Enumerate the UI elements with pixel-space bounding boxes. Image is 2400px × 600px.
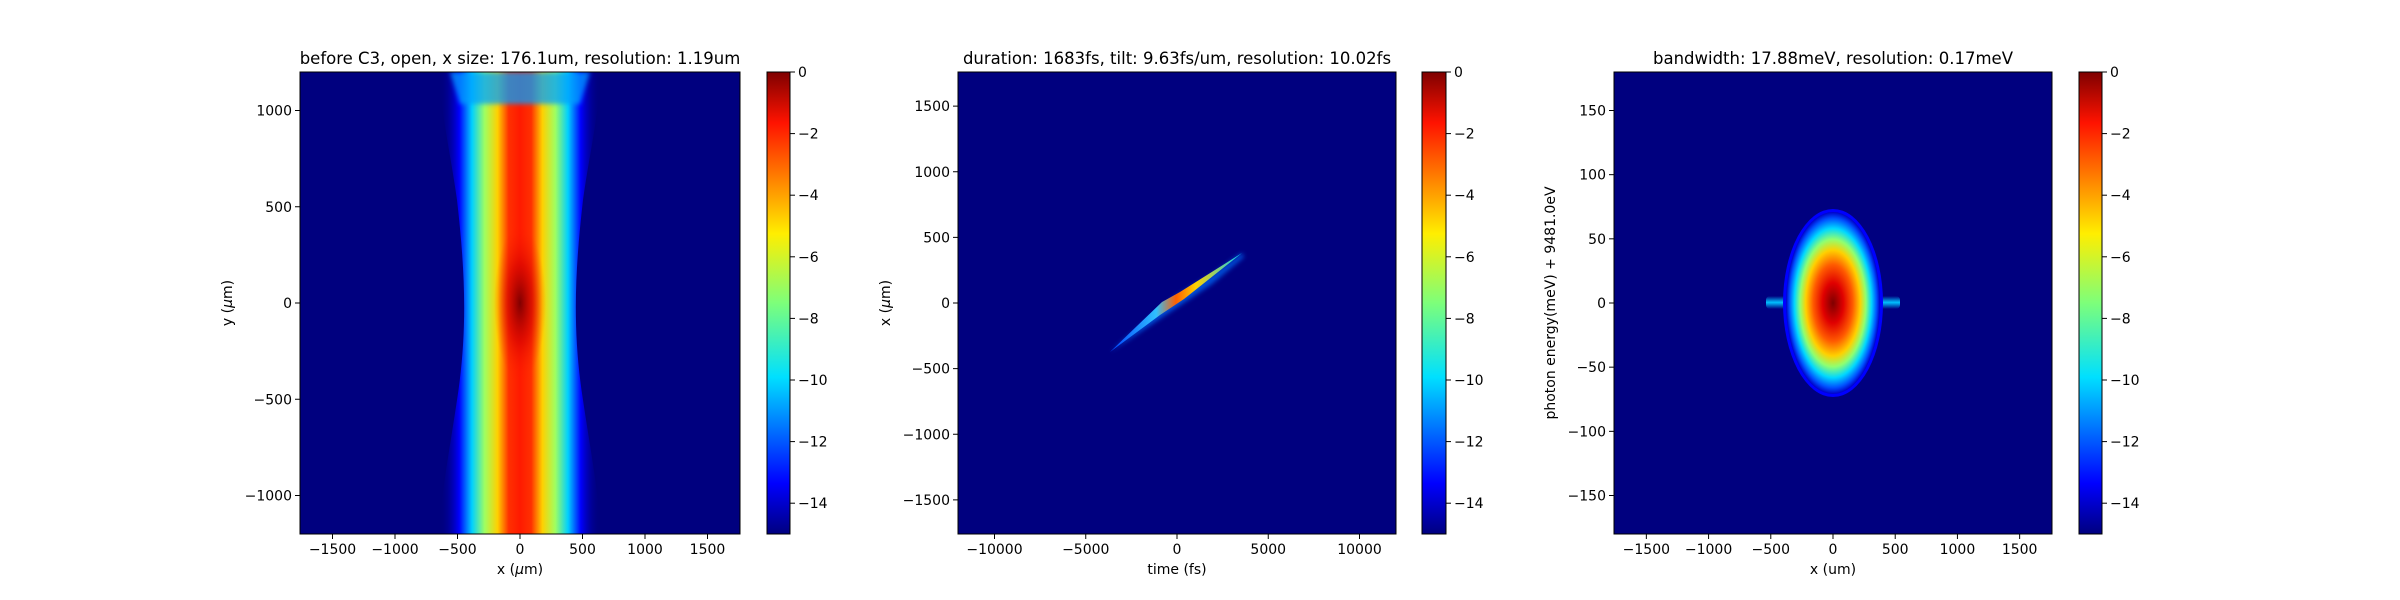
panel1-colorbar-tick-label: −12 [798,435,828,451]
panel1-xtick-label: 1000 [627,542,663,558]
panel3-xtick-label: −1000 [1685,542,1732,558]
panel3-spot [1786,212,1880,394]
panel2-colorbar-tick-label: −8 [1454,311,1475,327]
panel-pulse-tilt: duration: 1683fs, tilt: 9.63fs/um, resol… [878,49,1484,578]
panel1-heatmap [440,72,600,534]
panel3-colorbar-tick-label: −4 [2110,188,2131,204]
panel1-colorbar-tick-label: −8 [798,311,819,327]
panel3-x-ticks: −1500 −1000 −500 0 500 1000 1500 [1623,534,2038,558]
panel2-colorbar-tick-label: −2 [1454,127,1475,143]
panel1-xtick-label: 1500 [690,542,726,558]
panel2-ytick-label: 1500 [914,99,950,115]
panel1-ytick-label: 1000 [256,104,292,120]
panel3-colorbar-ticks: 0 −2 −4 −6 −8 −10 −12 −14 [2102,65,2140,512]
panel1-ytick-label: 0 [283,296,292,312]
panel3-ytick-label: −150 [1568,489,1606,505]
panel1-xtick-label: −500 [438,542,476,558]
panel1-xtick-label: 0 [516,542,525,558]
panel3-colorbar [2078,71,2103,535]
panel2-xtick-label: 10000 [1337,542,1382,558]
panel2-xtick-label: −5000 [1062,542,1109,558]
panel1-colorbar-tick-label: −14 [798,496,828,512]
panel3-ytick-label: −50 [1576,360,1606,376]
panel3-title: bandwidth: 17.88meV, resolution: 0.17meV [1653,49,2014,68]
panel2-colorbar-tick-label: −12 [1454,435,1484,451]
panel1-xtick-label: −1000 [371,542,418,558]
panel2-x-ticks: −10000 −5000 0 5000 10000 [966,534,1382,558]
panel3-xlabel: x (um) [1810,562,1856,578]
panel2-ylabel: x (μm) [878,280,894,326]
panel2-colorbar-tick-label: 0 [1454,65,1463,81]
panel1-colorbar-tick-label: 0 [798,65,807,81]
panel3-colorbar-tick-label: −10 [2110,373,2140,389]
panel1-ytick-label: 500 [265,200,292,216]
panel3-xtick-label: −1500 [1623,542,1670,558]
panel2-ytick-label: 1000 [914,165,950,181]
panel3-colorbar-tick-label: −2 [2110,127,2131,143]
panel2-colorbar-tick-label: −10 [1454,373,1484,389]
panel2-ytick-label: −1000 [903,427,950,443]
panel-beam-profile: before C3, open, x size: 176.1um, resolu… [220,49,828,578]
panel3-ytick-label: 150 [1579,104,1606,120]
panel1-top-flare [450,72,590,104]
panel1-colorbar-tick-label: −4 [798,188,819,204]
panel1-core [494,225,546,381]
panel3-ytick-label: −100 [1568,424,1606,440]
panel3-colorbar-tick-label: −12 [2110,435,2140,451]
panel2-xtick-label: −10000 [966,542,1022,558]
panel2-streak [1110,253,1242,352]
panel3-ytick-label: 50 [1588,232,1606,248]
panel3-colorbar-tick-label: −8 [2110,311,2131,327]
panel1-ylabel: y (μm) [220,280,236,326]
panel2-heatmap [1110,253,1244,352]
panel1-xtick-label: −1500 [309,542,356,558]
panel2-colorbar-tick-label: −14 [1454,496,1484,512]
panel3-xtick-label: 1000 [1940,542,1976,558]
panel3-heatmap [1766,209,1900,397]
panel2-ytick-label: −1500 [903,493,950,509]
panel1-x-ticks: −1500 −1000 −500 0 500 1000 1500 [309,534,726,558]
panel3-colorbar-tick-label: −14 [2110,496,2140,512]
panel3-y-ticks: −150 −100 −50 0 50 100 150 [1568,104,1614,505]
panel2-colorbar-tick-label: −6 [1454,250,1475,266]
panel2-xtick-label: 5000 [1250,542,1286,558]
panel3-xtick-label: 0 [1829,542,1838,558]
panel2-title: duration: 1683fs, tilt: 9.63fs/um, resol… [963,49,1391,68]
panel2-colorbar [1421,71,1447,535]
panel2-y-ticks: −1500 −1000 −500 0 500 1000 1500 [903,99,958,509]
panel1-colorbar-tick-label: −10 [798,373,828,389]
panel1-colorbar [766,71,791,535]
panel-spectrum: bandwidth: 17.88meV, resolution: 0.17meV… [1543,49,2140,578]
panel1-ytick-label: −500 [254,392,292,408]
panel3-ylabel: photon energy(meV) + 9481.0eV [1543,186,1559,419]
panel2-colorbar-tick-label: −4 [1454,188,1475,204]
panel2-ytick-label: −500 [912,362,950,378]
panel1-y-ticks: −1000 −500 0 500 1000 [245,104,300,505]
panel3-colorbar-tick-label: 0 [2110,65,2119,81]
panel3-colorbar-tick-label: −6 [2110,250,2131,266]
panel1-colorbar-tick-label: −6 [798,250,819,266]
panel1-xtick-label: 500 [569,542,596,558]
panel2-colorbar-ticks: 0 −2 −4 −6 −8 −10 −12 −14 [1446,65,1484,512]
panel2-ytick-label: 500 [923,230,950,246]
panel3-xtick-label: 500 [1882,542,1909,558]
panel2-xtick-label: 0 [1173,542,1182,558]
panel1-ytick-label: −1000 [245,489,292,505]
panel3-xtick-label: 1500 [2002,542,2038,558]
panel1-title: before C3, open, x size: 176.1um, resolu… [300,49,741,68]
panel1-xlabel: x (μm) [497,562,543,578]
panel3-ytick-label: 100 [1579,168,1606,184]
panel2-xlabel: time (fs) [1147,562,1206,578]
panel3-ytick-label: 0 [1597,296,1606,312]
panel3-xtick-label: −500 [1752,542,1790,558]
panel2-ytick-label: 0 [941,296,950,312]
panel1-colorbar-ticks: 0 −2 −4 −6 −8 −10 −12 −14 [790,65,828,512]
panel1-colorbar-tick-label: −2 [798,127,819,143]
